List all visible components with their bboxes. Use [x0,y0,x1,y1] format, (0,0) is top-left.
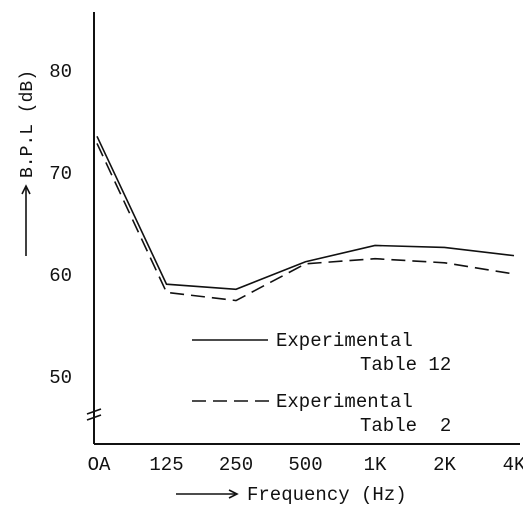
legend-label-2-line1: Experimental [276,391,413,413]
y-axis-label: B.P.L (dB) [18,70,38,256]
y-tick-labels: 50 60 70 80 [49,61,72,389]
x-tick-labels: OA 125 250 500 1K 2K 4K [88,454,523,476]
legend-entry-1: Experimental Table 12 [192,330,451,376]
y-axis-label-text: B.P.L (dB) [18,70,38,178]
x-tick-label: 4K [503,454,523,476]
series-lines [96,135,515,302]
legend-label-1-line1: Experimental [276,330,413,352]
x-axis-label-text: Frequency (Hz) [247,484,407,506]
x-tick-label: 250 [219,454,253,476]
axis-break-mark [86,408,102,421]
y-tick-label: 80 [49,61,72,83]
x-tick-label: 1K [364,454,387,476]
y-tick-label: 50 [49,367,72,389]
x-axis-label: Frequency (Hz) [176,484,407,506]
legend-label-2-line2: Table 2 [360,415,451,437]
legend-entry-2: Experimental Table 2 [192,391,451,437]
legend: Experimental Table 12 Experimental Table… [192,330,451,437]
x-tick-label: 500 [288,454,322,476]
series-line-2 [96,143,515,302]
x-tick-label: 125 [149,454,183,476]
y-tick-label: 70 [49,163,72,185]
y-tick-label: 60 [49,265,72,287]
x-tick-label: 2K [433,454,456,476]
legend-label-1-line2: Table 12 [360,354,451,376]
series-line-1 [96,135,515,291]
x-tick-label: OA [88,454,111,476]
